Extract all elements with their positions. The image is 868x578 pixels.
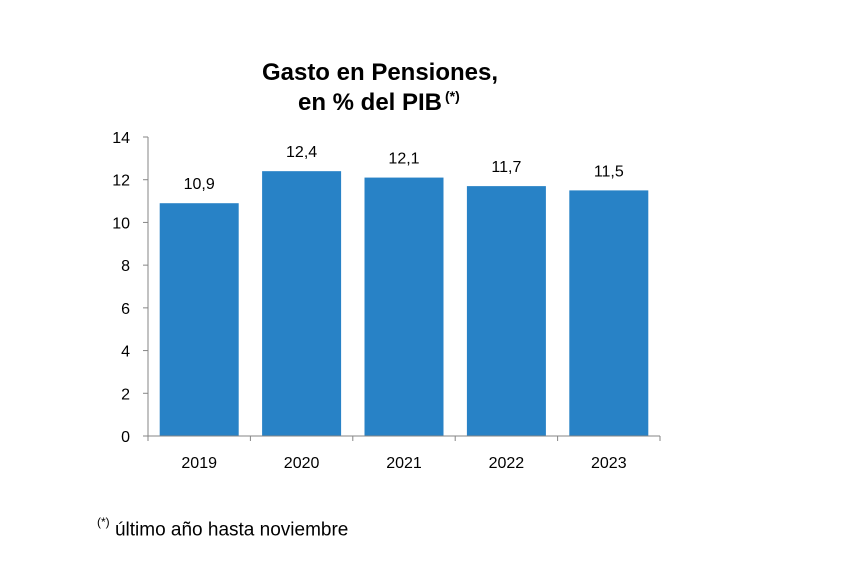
x-tick-label-2020: 2020 bbox=[284, 455, 320, 472]
y-tick-label: 14 bbox=[112, 130, 130, 147]
bar-2019 bbox=[159, 203, 239, 436]
x-tick-label-2019: 2019 bbox=[181, 455, 217, 472]
y-tick-label: 4 bbox=[121, 344, 130, 361]
chart-subtitle: en % del PIB bbox=[298, 89, 442, 116]
data-label-2020: 12,4 bbox=[286, 144, 317, 161]
y-tick-label: 12 bbox=[112, 173, 130, 190]
y-tick-label: 2 bbox=[121, 386, 130, 403]
footnote-text: último año hasta noviembre bbox=[114, 519, 349, 541]
data-label-2021: 12,1 bbox=[388, 151, 419, 168]
bar-chart: Gasto en Pensiones, en % del PIB (*) 0 2 4… bbox=[112, 59, 661, 472]
x-tick-label-2023: 2023 bbox=[591, 455, 627, 472]
chart-subtitle-marker: (*) bbox=[445, 88, 460, 104]
y-tick-label: 10 bbox=[112, 215, 130, 232]
data-label-2023: 11,5 bbox=[594, 163, 624, 180]
bar-2021 bbox=[364, 177, 444, 437]
bar-2023 bbox=[569, 190, 649, 436]
y-tick-label: 0 bbox=[121, 429, 130, 446]
footnote-marker: (*) bbox=[97, 515, 110, 529]
x-tick-label-2022: 2022 bbox=[489, 455, 525, 472]
data-label-2022: 11,7 bbox=[491, 159, 521, 176]
footnote: (*) último año hasta noviembre bbox=[97, 515, 349, 541]
data-label-2019: 10,9 bbox=[184, 176, 215, 193]
y-tick-label: 6 bbox=[121, 301, 130, 318]
bar-2022 bbox=[466, 186, 546, 436]
bar-2020 bbox=[262, 171, 342, 436]
chart-title: Gasto en Pensiones, bbox=[262, 59, 498, 86]
x-axis: 2019 2020 2021 2022 2023 bbox=[147, 435, 661, 472]
x-tick-label-2021: 2021 bbox=[386, 455, 422, 472]
y-axis: 0 2 4 6 8 10 12 14 bbox=[112, 130, 149, 446]
y-tick-label: 8 bbox=[121, 258, 130, 275]
bars-group: 10,9 12,4 12,1 11,7 11,5 bbox=[159, 144, 649, 437]
